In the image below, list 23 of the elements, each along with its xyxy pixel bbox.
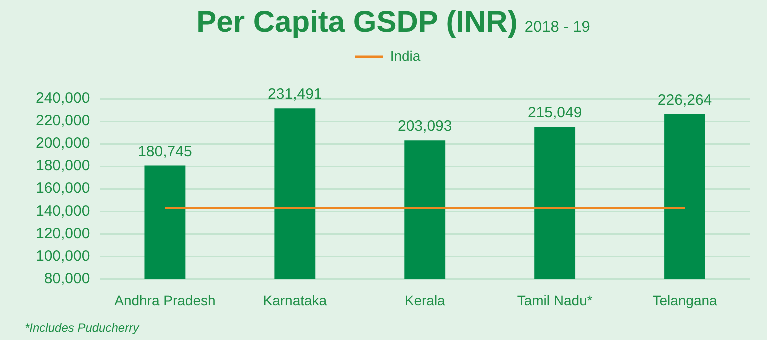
y-tick-label: 240,000 [36,90,90,108]
y-tick-label: 140,000 [36,202,90,220]
text: *Includes Puducherry [25,321,140,335]
y-tick-label: 180,000 [36,158,90,175]
data-label: 231,491 [268,86,322,104]
y-tick-label: 80,000 [44,270,90,288]
chart-title: Per Capita GSDP (INR) [196,6,518,39]
y-tick-label: 100,000 [36,248,90,265]
x-tick-label: Telangana [652,292,718,308]
y-tick-label: 120,000 [36,225,90,242]
data-label: 203,093 [398,118,452,136]
x-tick-label: Kerala [404,292,446,308]
x-tick-label: Tamil Nadu* [517,292,594,308]
y-tick-label: 200,000 [36,135,90,152]
chart-subtitle: 2018 - 19 [524,19,590,36]
legend-label: India [390,48,421,64]
data-label: 180,745 [138,143,192,160]
y-tick-label: 160,000 [36,180,90,198]
data-label: 215,049 [528,104,582,122]
data-label: 226,264 [658,92,712,110]
y-tick-label: 220,000 [36,112,90,130]
x-tick-label: Andhra Pradesh [114,292,216,308]
x-tick-label: Karnataka [263,292,328,308]
